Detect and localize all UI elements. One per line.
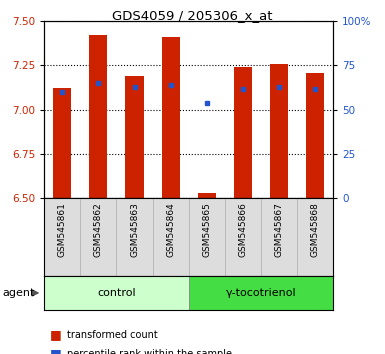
Bar: [44, 276, 189, 310]
Text: ■: ■: [50, 328, 62, 341]
Bar: [162, 37, 180, 198]
Text: γ-tocotrienol: γ-tocotrienol: [226, 288, 296, 298]
Text: GSM545861: GSM545861: [58, 202, 67, 257]
Text: GSM545867: GSM545867: [275, 202, 283, 257]
Bar: [306, 73, 324, 198]
Text: GSM545864: GSM545864: [166, 202, 175, 257]
Text: GSM545868: GSM545868: [310, 202, 320, 257]
Text: control: control: [97, 288, 136, 298]
Text: ■: ■: [50, 348, 62, 354]
Bar: [270, 64, 288, 198]
Text: GSM545866: GSM545866: [238, 202, 247, 257]
Bar: [189, 276, 333, 310]
Text: transformed count: transformed count: [67, 330, 158, 339]
Bar: [53, 88, 71, 198]
Text: GSM545865: GSM545865: [202, 202, 211, 257]
Text: GDS4059 / 205306_x_at: GDS4059 / 205306_x_at: [112, 9, 273, 22]
Text: agent: agent: [2, 288, 34, 298]
Text: percentile rank within the sample: percentile rank within the sample: [67, 349, 233, 354]
Text: GSM545863: GSM545863: [130, 202, 139, 257]
Bar: [126, 76, 144, 198]
Bar: [198, 193, 216, 198]
Text: GSM545862: GSM545862: [94, 202, 103, 257]
Bar: [89, 35, 107, 198]
Bar: [234, 67, 252, 198]
